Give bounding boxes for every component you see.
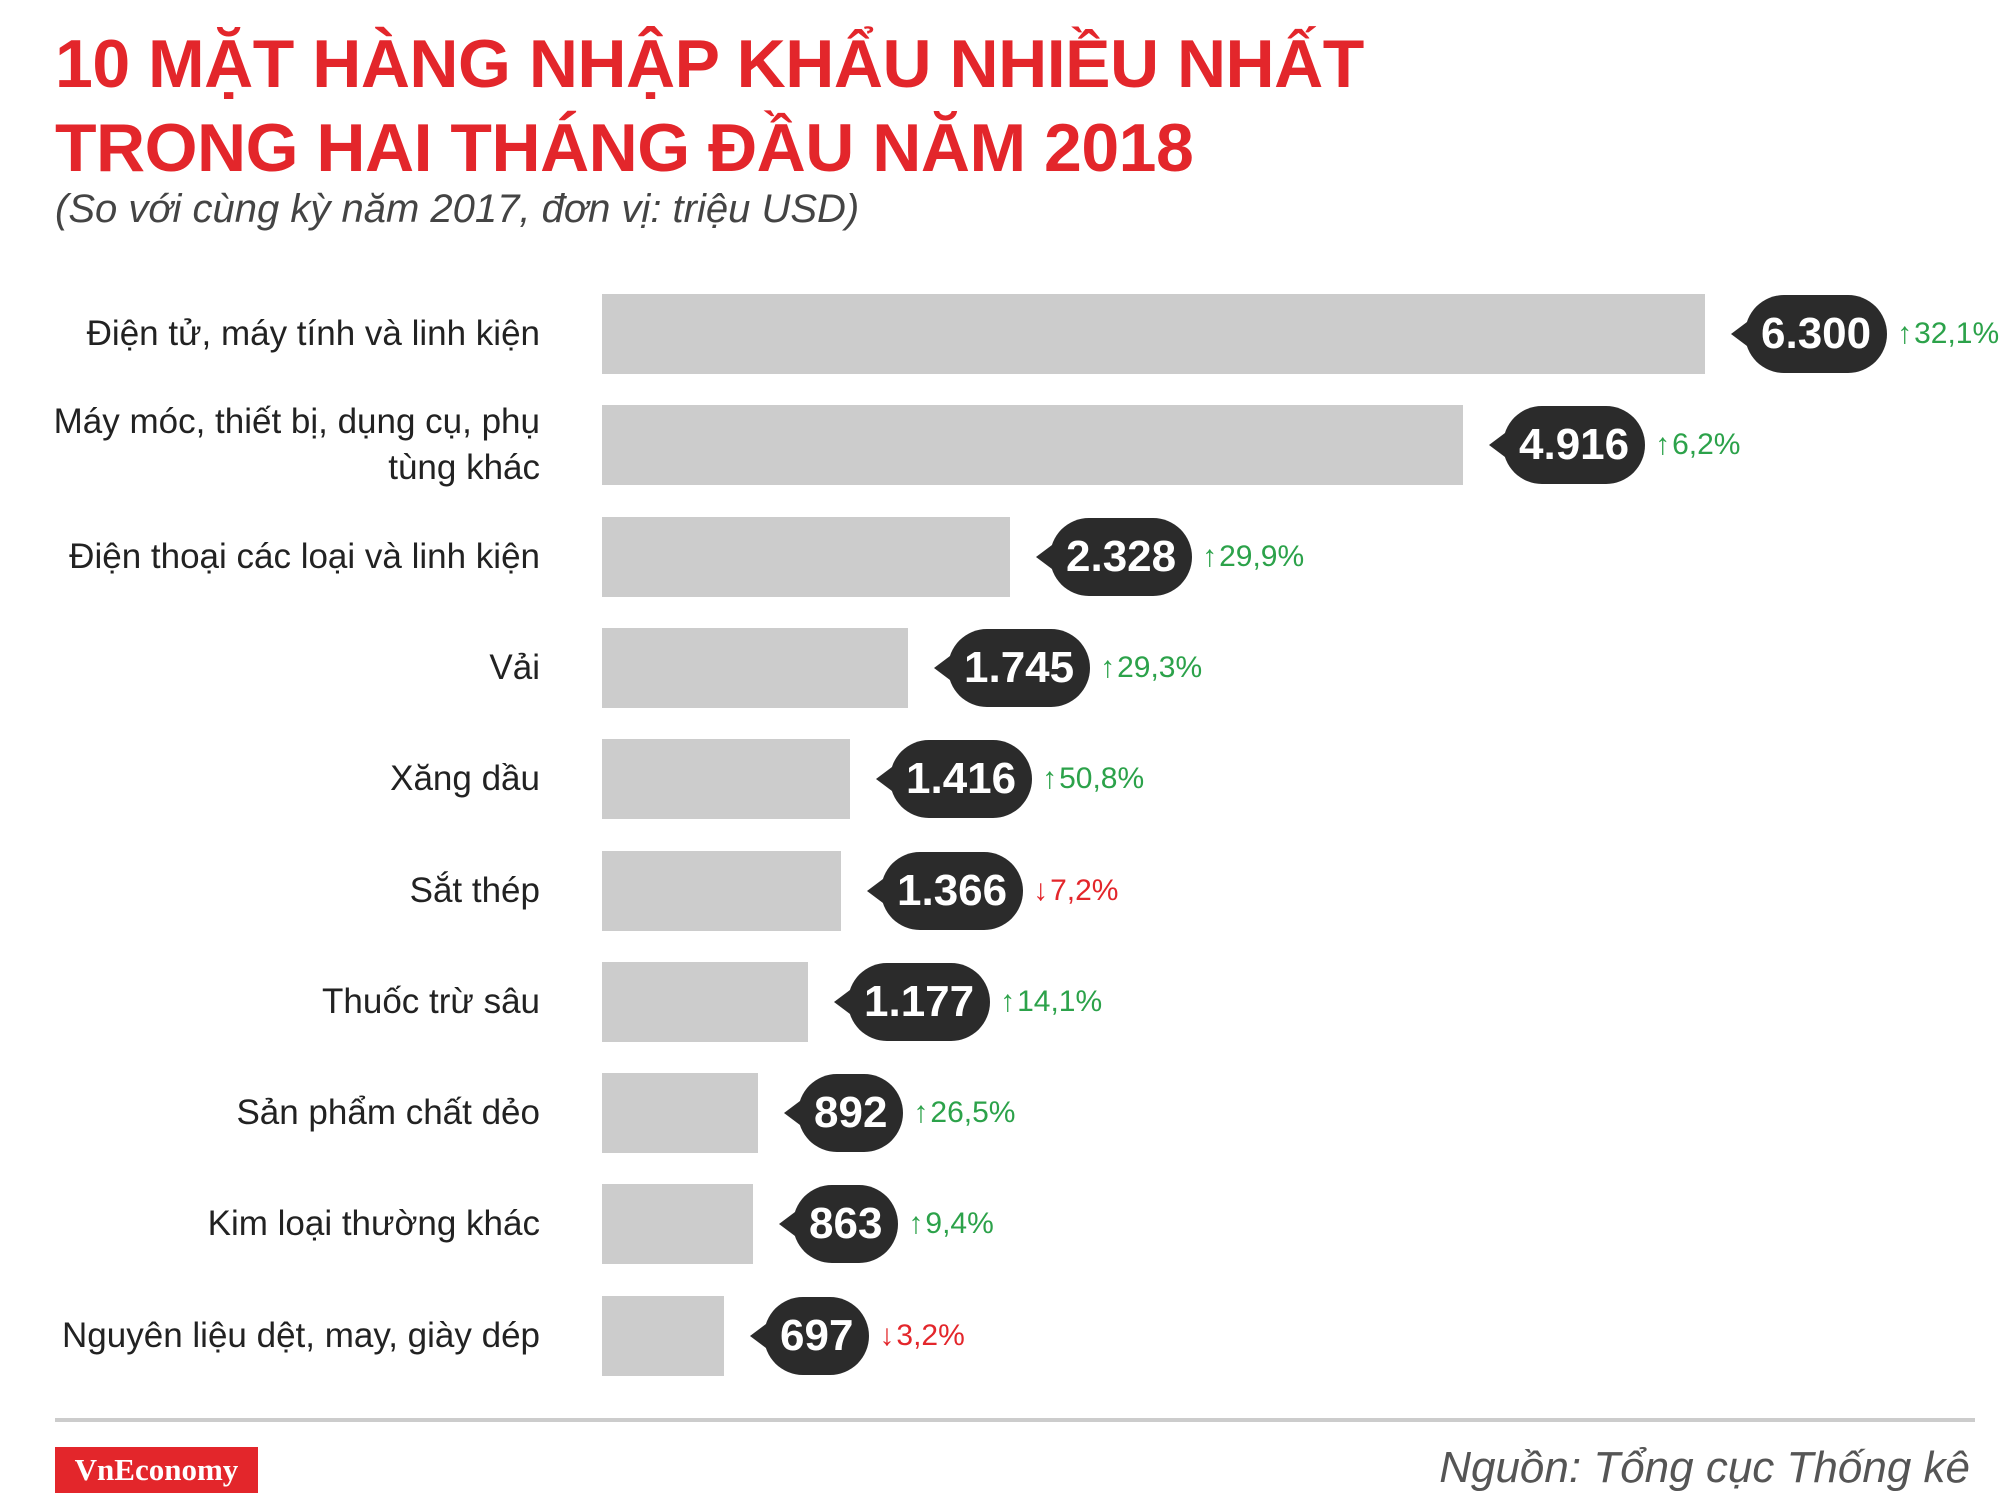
value-label: 1.416 <box>875 740 1033 819</box>
category-label-line: Sắt thép <box>409 870 540 910</box>
value-label: 1.366 <box>866 851 1024 930</box>
change-label: ↑6,2% <box>1655 425 1740 465</box>
change-percent: 7,2% <box>1050 873 1119 907</box>
change-percent: 6,2% <box>1672 428 1741 462</box>
bar <box>602 627 908 708</box>
change-label: ↑29,9% <box>1202 537 1304 577</box>
category-label: Máy móc, thiết bị, dụng cụ, phụ tùng khác <box>40 399 540 491</box>
chart-title: 10 MẶT HÀNG NHẬP KHẨU NHIỀU NHẤT TRONG H… <box>55 22 1364 190</box>
category-label: Xăng dầu <box>40 756 540 802</box>
value-label: 2.328 <box>1035 517 1193 596</box>
bar <box>602 294 1705 374</box>
arrow-up-icon: ↑ <box>1042 762 1058 796</box>
change-percent: 29,3% <box>1117 650 1203 684</box>
chart-title-line-1: 10 MẶT HÀNG NHẬP KHẨU NHIỀU NHẤT <box>55 26 1364 102</box>
bar <box>602 405 1463 486</box>
category-label-line: Sản phẩm chất dẻo <box>236 1093 540 1133</box>
change-label: ↑29,3% <box>1100 648 1202 688</box>
change-percent: 32,1% <box>1914 317 2000 350</box>
source-note: Nguồn: Tổng cục Thống kê <box>1439 1443 1970 1492</box>
category-label: Nguyên liệu dệt, may, giày dép <box>40 1313 540 1359</box>
bar <box>602 739 850 820</box>
arrow-down-icon: ↓ <box>1033 873 1049 907</box>
category-label: Kim loại thường khác <box>40 1201 540 1247</box>
bar <box>602 516 1010 597</box>
category-label-line: Vải <box>489 647 540 687</box>
arrow-up-icon: ↑ <box>908 1207 924 1241</box>
category-label-line: Điện thoại các loại và linh kiện <box>69 536 540 576</box>
value-label: 863 <box>778 1185 899 1264</box>
value-label: 697 <box>749 1296 870 1375</box>
chart-title-line-2: TRONG HAI THÁNG ĐẦU NĂM 2018 <box>55 110 1194 186</box>
arrow-up-icon: ↑ <box>1655 428 1671 462</box>
category-label-line: Xăng dầu <box>390 759 540 799</box>
arrow-down-icon: ↓ <box>879 1318 895 1352</box>
value-label: 4.916 <box>1488 406 1646 485</box>
change-label: ↓7,2% <box>1033 871 1118 911</box>
category-label: Sắt thép <box>40 868 540 914</box>
category-label-line: tùng khác <box>388 448 540 488</box>
change-label: ↑14,1% <box>1000 982 1102 1022</box>
change-label: ↓3,2% <box>879 1316 964 1356</box>
category-label: Thuốc trừ sâu <box>40 979 540 1025</box>
arrow-up-icon: ↑ <box>1897 317 1913 350</box>
change-percent: 14,1% <box>1017 984 1103 1018</box>
footer-divider <box>55 1418 1975 1422</box>
change-percent: 29,9% <box>1219 539 1305 573</box>
change-label: ↑32,1% <box>1897 314 1999 354</box>
change-percent: 26,5% <box>930 1096 1016 1130</box>
category-label-line: Điện tử, máy tính và linh kiện <box>86 314 540 353</box>
change-label: ↑50,8% <box>1042 759 1144 799</box>
change-percent: 50,8% <box>1059 762 1145 796</box>
category-label: Sản phẩm chất dẻo <box>40 1090 540 1136</box>
value-label: 1.745 <box>933 628 1091 707</box>
change-label: ↑26,5% <box>913 1093 1015 1133</box>
bar <box>602 961 808 1042</box>
category-label: Điện tử, máy tính và linh kiện <box>40 311 540 357</box>
category-label: Điện thoại các loại và linh kiện <box>40 534 540 580</box>
arrow-up-icon: ↑ <box>913 1096 929 1130</box>
bar <box>602 1184 753 1265</box>
category-label: Vải <box>40 645 540 691</box>
change-label: ↑9,4% <box>908 1204 993 1244</box>
change-percent: 3,2% <box>896 1318 965 1352</box>
arrow-up-icon: ↑ <box>1100 650 1116 684</box>
category-label-line: Máy móc, thiết bị, dụng cụ, phụ <box>53 402 540 442</box>
change-percent: 9,4% <box>925 1207 994 1241</box>
arrow-up-icon: ↑ <box>1202 539 1218 573</box>
value-label: 1.177 <box>833 962 991 1041</box>
category-label-line: Kim loại thường khác <box>207 1204 540 1244</box>
bar <box>602 1073 758 1154</box>
bar <box>602 1295 724 1376</box>
value-label: 6.300 <box>1730 295 1888 373</box>
category-label-line: Thuốc trừ sâu <box>322 981 540 1021</box>
bar <box>602 850 841 931</box>
chart-subtitle: (So với cùng kỳ năm 2017, đơn vị: triệu … <box>55 187 860 231</box>
arrow-up-icon: ↑ <box>1000 984 1016 1018</box>
category-label-line: Nguyên liệu dệt, may, giày dép <box>62 1315 540 1355</box>
vneconomy-logo: VnEconomy <box>55 1447 258 1493</box>
value-label: 892 <box>783 1074 904 1153</box>
